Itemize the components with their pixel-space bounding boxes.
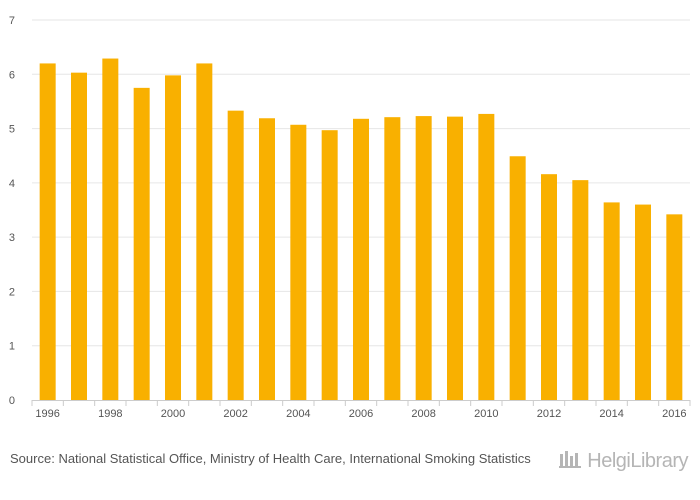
y-tick-label: 1 [9, 341, 15, 353]
bar-2011 [509, 156, 526, 400]
library-logo-icon [559, 448, 583, 474]
brand-logo: HelgiLibrary [559, 448, 688, 474]
bar-2006 [353, 118, 369, 401]
bar-2013 [572, 180, 589, 400]
bar-1999 [133, 87, 150, 400]
x-tick-label: 2010 [474, 408, 498, 420]
x-tick-label: 2012 [537, 408, 561, 420]
bar-2009 [447, 116, 463, 400]
x-tick-label: 2002 [223, 408, 247, 420]
source-label: Source: [10, 451, 55, 466]
bar-2004 [290, 124, 307, 401]
bar-2014 [603, 202, 620, 400]
x-tick-label: 1996 [35, 408, 59, 420]
bar-2012 [541, 174, 557, 400]
bar-2016 [666, 214, 683, 400]
y-tick-label: 0 [9, 395, 15, 407]
bar-chart: 0 1 2 3 4 5 6 7 1996 1998 2000 2002 2004 2006 2008 201… [9, 15, 691, 420]
bar-1998 [102, 58, 119, 401]
x-axis: 1996 1998 2000 2002 2004 2006 2008 2010 2012 2014… [31, 400, 691, 420]
source-note: Source: National Statistical Office, Min… [10, 450, 550, 467]
bar-1997 [71, 72, 87, 401]
x-tick-label: 1998 [98, 408, 122, 420]
brand-name: HelgiLibrary [587, 449, 688, 472]
y-axis-ticks: 0 1 2 3 4 5 6 7 [9, 15, 15, 407]
bar-2015 [635, 204, 651, 400]
x-tick-label: 2004 [286, 408, 310, 420]
y-tick-label: 4 [9, 178, 15, 190]
bar-2000 [165, 75, 181, 400]
x-tick-label: 2016 [662, 408, 686, 420]
y-tick-label: 6 [9, 69, 15, 81]
bar-2010 [478, 113, 495, 401]
bar-1996 [39, 63, 56, 401]
bars [39, 58, 683, 401]
bar-2008 [415, 116, 432, 400]
bar-2007 [384, 117, 401, 401]
bar-2002 [227, 110, 244, 401]
x-tick-label: 2014 [599, 408, 623, 420]
x-tick-label: 2006 [349, 408, 373, 420]
y-tick-label: 3 [9, 232, 15, 244]
y-tick-label: 5 [9, 124, 15, 136]
y-tick-label: 2 [9, 286, 15, 298]
x-tick-label: 2008 [411, 408, 435, 420]
bar-2003 [259, 118, 275, 400]
y-tick-label: 7 [9, 15, 15, 27]
bar-2005 [321, 130, 338, 400]
bar-2001 [196, 63, 213, 401]
source-text: National Statistical Office, Ministry of… [58, 451, 531, 466]
x-tick-label: 2000 [161, 408, 185, 420]
